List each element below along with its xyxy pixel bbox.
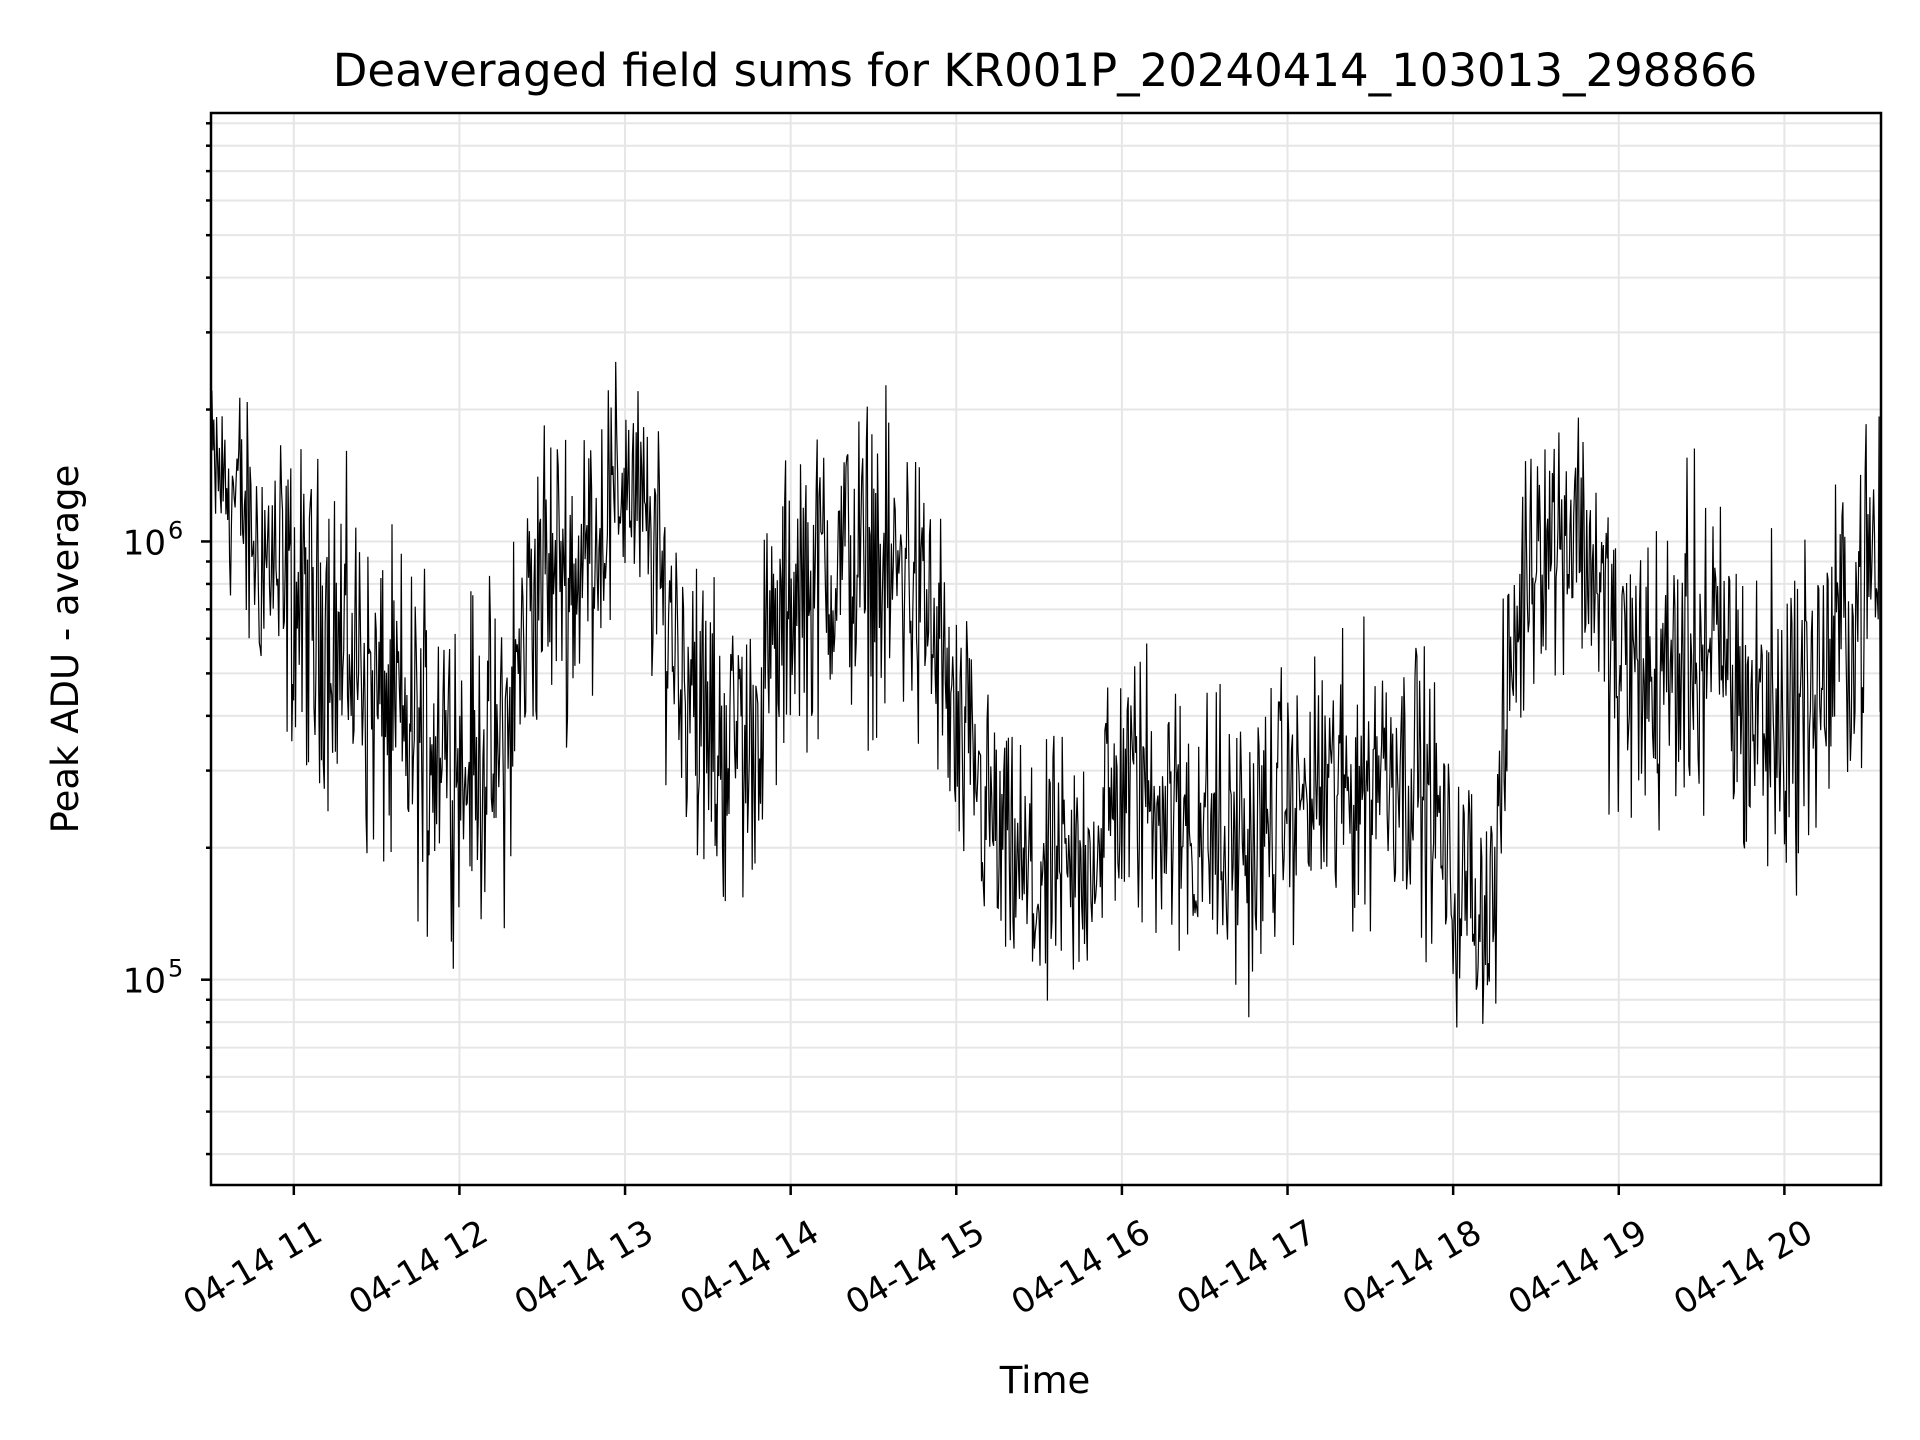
y-tick-label: 105	[123, 955, 184, 1002]
x-axis: 04-14 11 04-14 12 04-14 13 04-14 14 04-14 15…	[177, 1185, 1820, 1323]
series-line	[210, 361, 1882, 1028]
x-tick-label: 04-14 11	[177, 1212, 329, 1323]
x-tick-label: 04-14 14	[674, 1212, 826, 1323]
y-axis-label: Peak ADU - average	[44, 465, 87, 834]
x-tick-label: 04-14 19	[1502, 1212, 1654, 1323]
x-tick-label: 04-14 13	[508, 1212, 660, 1323]
x-tick-label: 04-14 15	[839, 1212, 991, 1323]
x-tick-label: 04-14 20	[1667, 1212, 1819, 1323]
x-tick-label: 04-14 16	[1005, 1212, 1157, 1323]
plot-frame	[209, 111, 1883, 1187]
x-tick-label: 04-14 17	[1170, 1212, 1322, 1323]
chart-title: Deaveraged field sums for KR001P_2024041…	[333, 44, 1757, 97]
x-axis-label: Time	[999, 1359, 1091, 1402]
x-tick-label: 04-14 12	[342, 1212, 494, 1323]
y-axis: 105 106	[123, 122, 211, 1156]
series-group	[210, 361, 1882, 1028]
y-tick-label: 106	[123, 516, 184, 563]
x-tick-label: 04-14 18	[1336, 1212, 1488, 1323]
